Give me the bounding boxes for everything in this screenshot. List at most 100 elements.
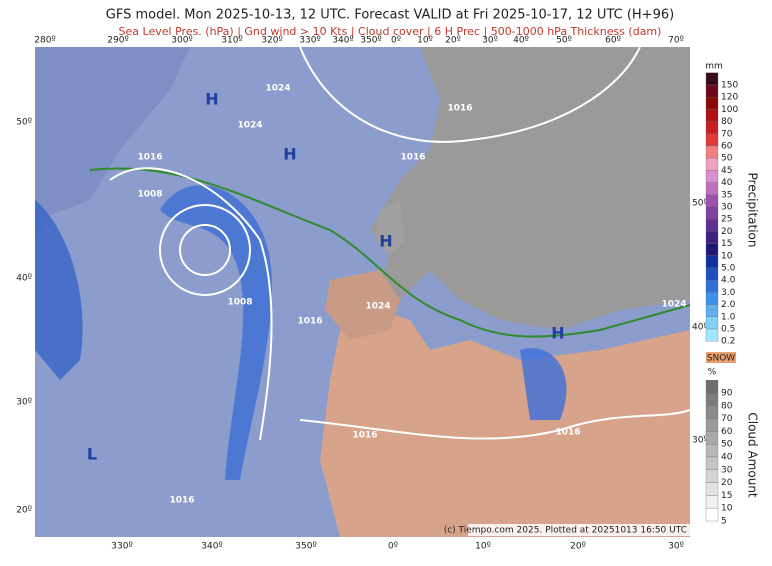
precip-label: 5.0 bbox=[721, 264, 736, 274]
lon-label: 20º bbox=[570, 542, 586, 552]
isobar-label: 1008 bbox=[137, 190, 162, 200]
cloud-label: 5 bbox=[721, 517, 727, 527]
precip-label: 25 bbox=[721, 215, 732, 225]
snow-box bbox=[706, 352, 736, 363]
cloud-label: 60 bbox=[721, 427, 733, 437]
lat-label: 30º bbox=[692, 436, 708, 446]
pressure-center: H bbox=[379, 232, 392, 251]
cloud-swatch bbox=[705, 392, 719, 406]
lon-label: 70º bbox=[668, 36, 684, 46]
land-uk bbox=[375, 200, 405, 255]
lon-label: 330º bbox=[299, 36, 320, 46]
lat-label: 30º bbox=[16, 398, 32, 408]
lon-label: 290º bbox=[107, 36, 128, 46]
precip-swatch bbox=[705, 267, 719, 281]
precip-label: 0.2 bbox=[721, 337, 735, 347]
isobar bbox=[299, 46, 641, 143]
cloud-swatch bbox=[705, 482, 719, 496]
isobar bbox=[179, 224, 231, 276]
precip-swatch bbox=[705, 109, 719, 122]
lon-label: 280º bbox=[34, 36, 55, 46]
lon-label: 300º bbox=[171, 36, 192, 46]
cloud-swatch bbox=[705, 431, 719, 445]
precip-label: 0.5 bbox=[721, 325, 735, 335]
cloud-swatch bbox=[705, 418, 719, 432]
lon-label: 60º bbox=[605, 36, 621, 46]
precip-swatch bbox=[705, 292, 719, 305]
cloud-label: 15 bbox=[721, 491, 732, 501]
precip-label: 150 bbox=[721, 81, 738, 91]
precip-label: 120 bbox=[721, 93, 738, 103]
land-iberia bbox=[325, 270, 400, 340]
precip-label: 3.0 bbox=[721, 288, 736, 298]
precip-label: 1.0 bbox=[721, 312, 736, 322]
isobar-label: 1016 bbox=[297, 317, 322, 327]
precip-swatch bbox=[705, 133, 719, 147]
lon-label: 330º bbox=[111, 542, 132, 552]
precip-label: 40 bbox=[721, 178, 733, 188]
cloud-label: 40 bbox=[721, 453, 733, 463]
lon-label: 40º bbox=[513, 36, 529, 46]
precip-swatch bbox=[705, 72, 719, 86]
cloud-swatch bbox=[705, 495, 719, 509]
cloud-label: 90 bbox=[721, 389, 733, 399]
cloud-swatch bbox=[705, 456, 719, 470]
cloud-unit: % bbox=[708, 368, 717, 378]
precip-swatch bbox=[705, 121, 719, 134]
isobar bbox=[109, 167, 273, 441]
precip-unit: mm bbox=[705, 62, 723, 72]
precip-swatch bbox=[705, 328, 719, 342]
lon-label: 340º bbox=[332, 36, 353, 46]
land-europe bbox=[370, 47, 690, 330]
lon-label: 50º bbox=[556, 36, 572, 46]
precip-swatch bbox=[705, 170, 719, 183]
pressure-center: H bbox=[283, 145, 296, 164]
precip-label: 45 bbox=[721, 166, 732, 176]
cloud-swatch bbox=[705, 469, 719, 483]
front-line bbox=[89, 167, 691, 338]
isobar-label: 1016 bbox=[555, 428, 580, 438]
cloud-swatch bbox=[705, 444, 719, 458]
precip-swatch bbox=[705, 194, 719, 208]
land-africa bbox=[320, 310, 690, 537]
lat-label: 40º bbox=[692, 323, 708, 333]
precip-swatch bbox=[705, 97, 719, 110]
credit: (c) Tiempo.com 2025. Plotted at 20251013… bbox=[444, 526, 687, 536]
isobar-label: 1016 bbox=[400, 153, 425, 163]
lon-label: 10º bbox=[475, 542, 491, 552]
precip-swatch bbox=[705, 243, 719, 256]
precip-swatch bbox=[705, 316, 719, 330]
precip-med bbox=[520, 348, 567, 420]
isobar-label: 1016 bbox=[169, 496, 194, 506]
subtitle: Sea Level Pres. (hPa) | Gnd wind > 10 Kt… bbox=[119, 25, 662, 38]
title: GFS model. Mon 2025-10-13, 12 UTC. Forec… bbox=[106, 8, 674, 23]
precip-swatch bbox=[705, 145, 719, 159]
lon-label: 0º bbox=[391, 36, 401, 46]
precip-label: 15 bbox=[721, 239, 732, 249]
lon-label: 20º bbox=[445, 36, 461, 46]
isobar-label: 1024 bbox=[237, 121, 262, 131]
isobar-label: 1024 bbox=[265, 84, 290, 94]
cloud-label: 70 bbox=[721, 414, 733, 424]
pressure-center: H bbox=[205, 90, 218, 109]
precip-swatch bbox=[705, 304, 719, 317]
isobar-label: 1024 bbox=[661, 300, 686, 310]
precip-label: 70 bbox=[721, 129, 733, 139]
precip-label: 20 bbox=[721, 227, 733, 237]
cloud-label: 10 bbox=[721, 504, 733, 514]
lon-label: 350º bbox=[295, 542, 316, 552]
precip-label: 4.0 bbox=[721, 276, 736, 286]
precip-swatch bbox=[705, 158, 719, 171]
isobar-label: 1016 bbox=[137, 153, 162, 163]
cloud-swatch bbox=[705, 405, 719, 419]
lat-label: 40º bbox=[16, 274, 32, 284]
pressure-center: L bbox=[87, 445, 97, 464]
lat-label: 20º bbox=[16, 506, 32, 516]
cloud-swatch bbox=[705, 380, 719, 394]
precip-swatch bbox=[705, 231, 719, 244]
lat-label: 50º bbox=[692, 199, 708, 209]
isobar-label: 1016 bbox=[352, 431, 377, 441]
lon-label: 320º bbox=[261, 36, 282, 46]
precip-swatch bbox=[705, 182, 719, 195]
